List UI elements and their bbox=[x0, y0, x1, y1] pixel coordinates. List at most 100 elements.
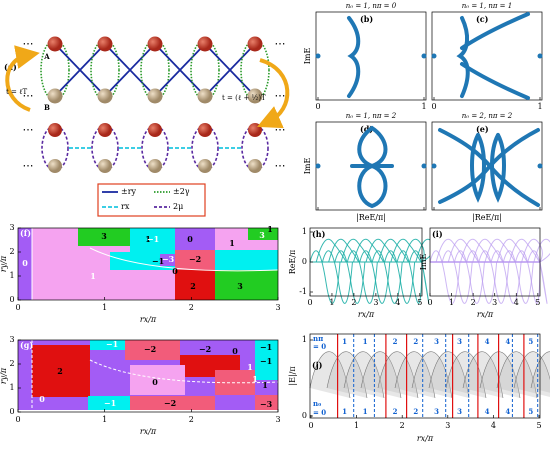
region-label: 0 bbox=[232, 346, 238, 356]
spectrum bbox=[456, 16, 470, 98]
spectrum-point bbox=[431, 163, 437, 169]
phase-region bbox=[215, 250, 278, 270]
ellipsis: ⋯ bbox=[23, 37, 34, 50]
legend-box bbox=[97, 183, 206, 217]
x-tick-label: 2 bbox=[400, 421, 405, 430]
winding-number: 1 bbox=[363, 337, 368, 346]
spectrum-point bbox=[537, 163, 543, 169]
x-tick-label: 5 bbox=[417, 298, 422, 307]
x-tick-label: 0 bbox=[15, 303, 20, 312]
panel-label: (i) bbox=[432, 229, 443, 239]
legend-label: 2μ bbox=[173, 202, 183, 211]
band-curve bbox=[359, 250, 391, 304]
y-axis-label: |E|/π bbox=[288, 366, 297, 385]
region-label: 1 bbox=[229, 238, 235, 248]
winding-number: 4 bbox=[485, 407, 490, 416]
phase-region bbox=[130, 365, 185, 395]
band-curve bbox=[490, 250, 522, 304]
y-tick-label: 1 bbox=[9, 271, 14, 280]
winding-eq: = 0 bbox=[313, 342, 326, 351]
site-a bbox=[248, 123, 262, 137]
site-a bbox=[247, 36, 263, 52]
ellipsis: ⋯ bbox=[275, 123, 286, 136]
spectrum bbox=[347, 16, 361, 98]
phase-region bbox=[255, 395, 278, 410]
phase-region bbox=[18, 228, 32, 300]
phase-boundary bbox=[31, 228, 279, 300]
winding-number: 4 bbox=[505, 407, 510, 416]
region-label: 0 bbox=[172, 266, 178, 276]
band-curve bbox=[466, 250, 498, 304]
x-tick-label: 4 bbox=[514, 298, 519, 307]
band-curve bbox=[453, 250, 485, 304]
region-label: −3 bbox=[162, 254, 175, 264]
y-tick-label: 0 bbox=[9, 295, 14, 304]
x-tick-label: 2 bbox=[189, 303, 194, 312]
winding-name: n₀ bbox=[313, 399, 321, 408]
legend-label: ±2γ bbox=[173, 187, 190, 196]
region-label: −2 bbox=[199, 344, 211, 354]
spectrum-point bbox=[315, 53, 321, 59]
region-label: −2 bbox=[164, 398, 176, 408]
band-curve bbox=[321, 250, 353, 304]
phase-region bbox=[175, 270, 215, 300]
spectrum bbox=[357, 164, 388, 209]
x-axis-label: rx/π bbox=[140, 427, 157, 436]
phase-region bbox=[130, 228, 175, 254]
site-a bbox=[97, 36, 113, 52]
ellipsis: ⋯ bbox=[275, 37, 286, 50]
panel-label: (c) bbox=[476, 14, 489, 24]
y-axis-label: ry/π bbox=[0, 367, 8, 384]
x-tick-label: 1 bbox=[421, 102, 426, 111]
band-curve bbox=[309, 250, 341, 304]
band-curve bbox=[502, 250, 534, 304]
winding-number: 2 bbox=[393, 407, 398, 416]
region-label: −1 bbox=[152, 256, 164, 266]
y-tick-label: 0 bbox=[302, 257, 307, 266]
ellipsis: ⋯ bbox=[23, 123, 34, 136]
region-label: 1 bbox=[145, 234, 151, 244]
axes-frame bbox=[17, 339, 279, 413]
panel-label: (b) bbox=[360, 14, 373, 24]
winding-number: 3 bbox=[457, 407, 462, 416]
y-axis-label: ry/π bbox=[0, 255, 8, 272]
x-tick-label: 0 bbox=[431, 102, 436, 111]
winding-number: 1 bbox=[363, 407, 368, 416]
winding-number: 5 bbox=[528, 337, 533, 346]
x-tick-label: 4 bbox=[491, 421, 496, 430]
site-a bbox=[198, 123, 212, 137]
spectrum-point bbox=[537, 53, 543, 59]
spectrum bbox=[490, 133, 506, 203]
region-label: −1 bbox=[104, 398, 116, 408]
band-curve bbox=[334, 250, 366, 304]
winding-name: nπ bbox=[313, 334, 323, 343]
x-tick-label: 0 bbox=[315, 102, 320, 111]
x-tick-label: 2 bbox=[351, 298, 356, 307]
region-label: 3 bbox=[237, 281, 243, 291]
region-label: −1 bbox=[106, 339, 118, 349]
phase-region bbox=[130, 396, 215, 410]
x-tick-label: 3 bbox=[492, 298, 497, 307]
spectrum-point bbox=[421, 163, 427, 169]
phase-region bbox=[125, 340, 180, 360]
y-tick-label: 0 bbox=[9, 407, 14, 416]
ellipsis: ⋯ bbox=[23, 159, 34, 172]
y-tick-label: 2 bbox=[9, 247, 14, 256]
site-b bbox=[47, 88, 63, 104]
site-a bbox=[197, 36, 213, 52]
axes-frame bbox=[309, 333, 541, 419]
region-label: 1 bbox=[90, 271, 96, 281]
x-axis-label: rx/π bbox=[477, 310, 494, 319]
spectrum bbox=[438, 128, 540, 204]
plot-bg bbox=[310, 334, 540, 418]
region-label: 0 bbox=[187, 234, 193, 244]
site-b bbox=[247, 88, 263, 104]
site-a bbox=[47, 36, 63, 52]
region-label: 0 bbox=[22, 258, 28, 268]
band-curve bbox=[527, 250, 548, 304]
spectrum bbox=[460, 12, 530, 50]
x-tick-label: 0 bbox=[15, 415, 20, 424]
x-tick-label: 0 bbox=[308, 421, 313, 430]
site-b bbox=[48, 159, 62, 173]
site-b bbox=[97, 88, 113, 104]
